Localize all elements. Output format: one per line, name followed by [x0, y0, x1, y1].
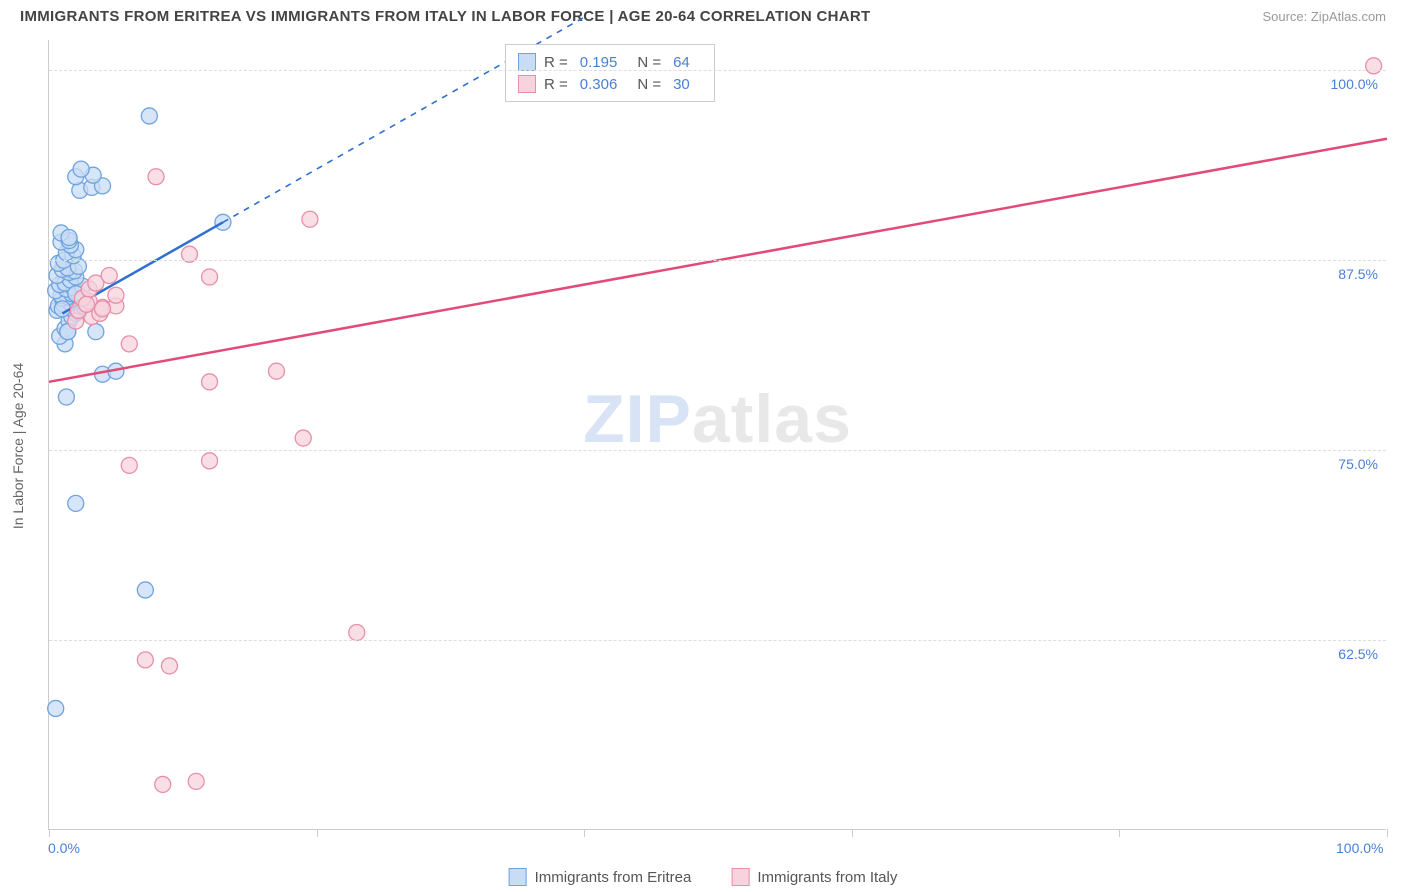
y-tick-label: 75.0%: [1338, 456, 1378, 472]
data-point: [68, 495, 84, 511]
y-tick-label: 62.5%: [1338, 646, 1378, 662]
data-point: [78, 296, 94, 312]
data-point: [137, 652, 153, 668]
source-attribution: Source: ZipAtlas.com: [1262, 9, 1386, 24]
data-point: [58, 389, 74, 405]
data-point: [73, 161, 89, 177]
legend-r-value: 0.306: [580, 76, 618, 93]
data-point: [121, 457, 137, 473]
y-tick-label: 87.5%: [1338, 266, 1378, 282]
data-point: [202, 269, 218, 285]
legend-swatch: [518, 75, 536, 93]
x-tick-label: 0.0%: [48, 840, 80, 856]
data-point: [202, 374, 218, 390]
legend-swatch: [518, 53, 536, 71]
x-tick: [49, 829, 50, 837]
x-tick: [852, 829, 853, 837]
data-point: [188, 773, 204, 789]
y-axis-label: In Labor Force | Age 20-64: [10, 363, 26, 529]
gridline: [49, 70, 1386, 71]
gridline: [49, 450, 1386, 451]
data-point: [61, 230, 77, 246]
data-point: [202, 453, 218, 469]
legend-n-value: 64: [673, 54, 690, 71]
series-legend-label: Immigrants from Eritrea: [535, 869, 692, 886]
data-point: [155, 776, 171, 792]
x-tick: [317, 829, 318, 837]
series-legend-item: Immigrants from Italy: [731, 868, 897, 886]
legend-n-value: 30: [673, 76, 690, 93]
correlation-legend-box: R = 0.195 N = 64 R = 0.306 N = 30: [505, 44, 715, 102]
legend-r-label: R =: [544, 54, 568, 71]
legend-row: R = 0.306 N = 30: [518, 73, 702, 95]
gridline: [49, 260, 1386, 261]
data-point: [48, 700, 64, 716]
plot-svg: [49, 40, 1386, 829]
data-point: [295, 430, 311, 446]
data-point: [137, 582, 153, 598]
series-legend: Immigrants from Eritrea Immigrants from I…: [509, 868, 898, 886]
gridline: [49, 640, 1386, 641]
data-point: [88, 324, 104, 340]
series-legend-label: Immigrants from Italy: [757, 869, 897, 886]
data-point: [95, 301, 111, 317]
data-point: [101, 267, 117, 283]
x-tick: [1119, 829, 1120, 837]
data-point: [1366, 58, 1382, 74]
series-legend-item: Immigrants from Eritrea: [509, 868, 692, 886]
data-point: [302, 211, 318, 227]
legend-swatch: [731, 868, 749, 886]
data-point: [141, 108, 157, 124]
data-point: [148, 169, 164, 185]
data-point: [349, 625, 365, 641]
data-point: [108, 287, 124, 303]
legend-swatch: [509, 868, 527, 886]
data-point: [161, 658, 177, 674]
y-tick-label: 100.0%: [1331, 76, 1378, 92]
x-tick: [584, 829, 585, 837]
legend-r-value: 0.195: [580, 54, 618, 71]
legend-n-label: N =: [637, 76, 661, 93]
data-point: [268, 363, 284, 379]
legend-n-label: N =: [637, 54, 661, 71]
data-point: [121, 336, 137, 352]
chart-plot-area: ZIPatlas R =0.195N =64R =0.306N =30 62.5…: [48, 40, 1386, 830]
x-tick-label: 100.0%: [1336, 840, 1383, 856]
legend-r-label: R =: [544, 76, 568, 93]
chart-title: IMMIGRANTS FROM ERITREA VS IMMIGRANTS FR…: [20, 8, 870, 25]
x-tick: [1387, 829, 1388, 837]
